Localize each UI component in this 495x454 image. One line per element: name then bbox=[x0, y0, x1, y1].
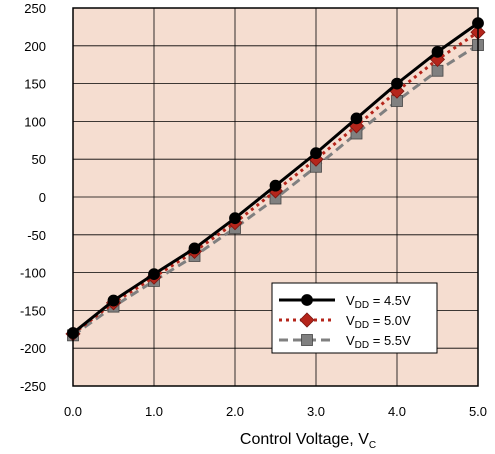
y-tick-label: 50 bbox=[32, 152, 46, 167]
x-tick-label: 5.0 bbox=[469, 404, 487, 419]
y-tick-label: 250 bbox=[24, 1, 46, 16]
data-point-circle bbox=[188, 242, 201, 255]
legend-item-2: VDD = 5.5V bbox=[279, 333, 411, 351]
y-tick-label: 200 bbox=[24, 39, 46, 54]
x-axis-title-main: Control Voltage, V bbox=[240, 431, 369, 448]
data-point-circle bbox=[229, 212, 241, 225]
legend-label: VDD = 5.5V bbox=[346, 333, 411, 351]
series-layer bbox=[65, 17, 486, 342]
series-line bbox=[72, 30, 479, 336]
x-tick-label: 2.0 bbox=[226, 404, 244, 419]
y-tick-labels: 250 200 150 100 50 0 -50 -100 -150 -200 -250 bbox=[20, 1, 46, 394]
legend: VDD = 4.5V VDD = 5.0V VDD = 5.5V bbox=[271, 282, 438, 354]
data-point-square bbox=[301, 334, 313, 346]
x-axis-title-sub: C bbox=[369, 440, 376, 451]
data-point-circle bbox=[350, 112, 363, 125]
legend-item-0: VDD = 4.5V bbox=[279, 293, 411, 311]
y-tick-label: -250 bbox=[20, 379, 46, 394]
plot-frame bbox=[72, 7, 479, 387]
x-tick-label: 1.0 bbox=[145, 404, 163, 419]
data-point-diamond bbox=[299, 312, 315, 328]
data-point-circle bbox=[107, 294, 120, 307]
y-tick-label: 0 bbox=[39, 190, 46, 205]
data-point-circle bbox=[391, 77, 403, 90]
x-tick-labels: 0.0 1.0 2.0 3.0 4.0 5.0 bbox=[64, 404, 487, 419]
y-tick-label: -200 bbox=[20, 341, 46, 356]
x-axis-title: Control Voltage, VC bbox=[240, 431, 376, 451]
data-point-circle bbox=[301, 294, 313, 306]
y-tick-label: -100 bbox=[20, 266, 46, 281]
y-tick-label: -50 bbox=[27, 228, 46, 243]
y-tick-label: 100 bbox=[24, 114, 46, 129]
y-tick-label: 150 bbox=[24, 77, 46, 92]
x-tick-label: 4.0 bbox=[388, 404, 406, 419]
y-tick-label: -150 bbox=[20, 303, 46, 318]
data-point-circle bbox=[310, 147, 322, 160]
data-point-circle bbox=[269, 179, 282, 192]
data-point-circle bbox=[431, 45, 444, 58]
data-point-circle bbox=[148, 268, 160, 281]
legend-item-1: VDD = 5.0V bbox=[279, 312, 411, 331]
legend-label: VDD = 5.0V bbox=[346, 313, 411, 331]
legend-label: VDD = 4.5V bbox=[346, 293, 411, 311]
x-tick-label: 0.0 bbox=[64, 404, 82, 419]
x-tick-label: 3.0 bbox=[307, 404, 325, 419]
